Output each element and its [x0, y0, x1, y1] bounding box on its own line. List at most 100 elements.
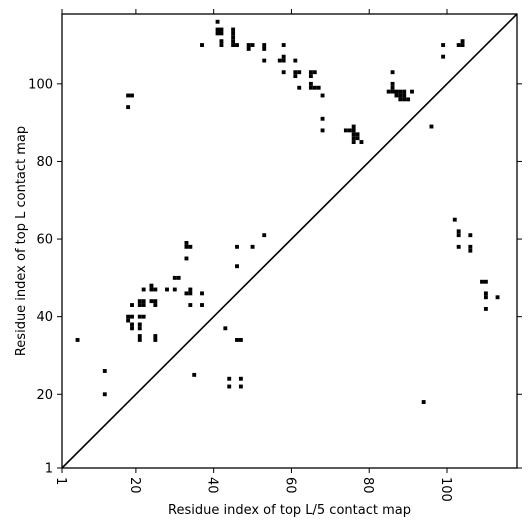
- contact-point: [468, 233, 473, 238]
- contact-point: [394, 93, 399, 98]
- contact-point: [262, 233, 267, 238]
- contact-point: [402, 93, 407, 98]
- contact-point: [410, 89, 414, 94]
- contact-point: [281, 54, 286, 59]
- contact-point: [390, 85, 395, 90]
- contact-point: [137, 326, 142, 331]
- contact-point: [390, 89, 395, 94]
- contact-point: [456, 43, 461, 47]
- contact-point: [231, 43, 236, 47]
- contact-point: [227, 384, 232, 389]
- contact-point: [184, 241, 189, 245]
- contact-point: [441, 43, 446, 47]
- contact-point: [172, 287, 177, 292]
- contact-point: [231, 27, 236, 32]
- contact-point: [281, 70, 286, 75]
- contact-point: [390, 81, 395, 86]
- contact-point: [137, 338, 142, 342]
- contact-point: [456, 233, 461, 238]
- contact-point: [149, 283, 154, 288]
- contact-point: [293, 58, 298, 63]
- contact-point: [231, 39, 236, 44]
- contact-point: [456, 229, 461, 234]
- contact-point: [235, 338, 239, 342]
- contact-point: [235, 264, 239, 269]
- contact-point: [277, 58, 282, 63]
- contact-point: [137, 303, 142, 307]
- contact-point: [153, 303, 158, 307]
- contact-point: [141, 314, 146, 319]
- contact-point: [223, 326, 228, 331]
- contact-point: [130, 93, 134, 98]
- contact-point: [308, 74, 313, 79]
- plot-frame: [61, 13, 518, 469]
- contact-point: [390, 70, 395, 75]
- contact-point: [188, 291, 193, 296]
- contact-point: [293, 70, 298, 75]
- y-tick-label: 60: [36, 233, 53, 248]
- contact-point: [297, 85, 302, 90]
- contact-point: [130, 303, 134, 307]
- contact-point: [402, 97, 407, 102]
- x-tick-label: 60: [282, 477, 297, 494]
- contact-point: [130, 322, 134, 327]
- contact-point: [219, 43, 224, 47]
- contact-point: [130, 314, 134, 319]
- contact-point: [231, 31, 236, 36]
- contact-point: [126, 318, 131, 323]
- x-tick-label: 1: [53, 477, 68, 485]
- contact-point: [130, 326, 134, 331]
- contact-point: [126, 105, 131, 110]
- contact-point: [441, 54, 446, 59]
- contact-point: [386, 89, 391, 94]
- contact-point: [421, 400, 426, 404]
- contact-point: [227, 376, 232, 381]
- contact-point: [456, 244, 461, 249]
- x-tick-label: 100: [438, 477, 453, 502]
- x-axis: 1 20 40 60 80 100: [53, 9, 453, 502]
- contact-point: [293, 74, 298, 79]
- contact-point: [460, 43, 465, 47]
- contact-point: [429, 124, 434, 129]
- contact-point: [235, 43, 239, 47]
- contact-point: [398, 89, 403, 94]
- contact-point: [359, 140, 364, 144]
- contact-point: [153, 287, 158, 292]
- x-tick-label: 40: [205, 477, 220, 494]
- contact-point: [235, 244, 239, 249]
- x-axis-label: Residue index of top L/5 contact map: [168, 503, 411, 518]
- contact-point: [308, 85, 313, 90]
- contact-point: [343, 128, 348, 133]
- contact-point: [320, 128, 325, 133]
- contact-point: [126, 93, 131, 98]
- contact-point: [312, 70, 317, 75]
- contact-point: [184, 291, 189, 296]
- contact-point: [219, 39, 224, 44]
- y-tick-label: 1: [45, 462, 53, 477]
- contact-point: [149, 299, 154, 304]
- contact-point: [297, 70, 302, 75]
- contact-point: [320, 93, 325, 98]
- contact-point: [398, 93, 403, 98]
- contact-point: [153, 338, 158, 342]
- contact-point: [281, 43, 286, 47]
- contact-point: [238, 338, 243, 342]
- contact-point: [406, 97, 411, 102]
- contact-point: [192, 372, 197, 377]
- contact-points: [75, 19, 500, 404]
- contact-point: [394, 89, 399, 94]
- contact-point: [452, 217, 457, 222]
- contact-point: [238, 376, 243, 381]
- contact-point: [141, 303, 146, 307]
- contact-point: [402, 89, 407, 94]
- contact-point: [126, 314, 131, 319]
- contact-point: [250, 43, 255, 47]
- contact-point: [102, 392, 107, 397]
- contact-point: [262, 46, 267, 51]
- contact-point: [483, 291, 488, 296]
- y-axis-label: Residue index of top L contact map: [14, 126, 29, 356]
- contact-point: [188, 303, 193, 307]
- contact-point: [75, 338, 80, 342]
- contact-point: [347, 128, 352, 133]
- contact-point: [200, 43, 204, 47]
